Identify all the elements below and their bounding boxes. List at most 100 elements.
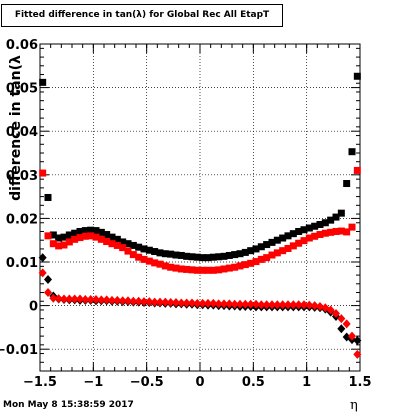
data-point-square-1: [204, 266, 212, 274]
data-point-square-0: [236, 250, 244, 258]
data-markers: [38, 72, 362, 359]
data-point-square-0: [300, 226, 308, 234]
data-point-square-1: [119, 244, 127, 252]
data-point-square-1: [39, 169, 47, 177]
data-point-diamond-2: [337, 324, 346, 334]
data-point-diamond-3: [273, 300, 282, 310]
data-point-square-1: [295, 239, 303, 247]
data-point-square-1: [124, 247, 132, 255]
y-tick-label: 0: [29, 300, 38, 315]
data-point-diamond-3: [150, 297, 159, 307]
data-point-diamond-3: [188, 298, 196, 308]
data-point-diamond-3: [129, 296, 138, 306]
data-point-square-0: [145, 246, 153, 254]
data-point-square-1: [161, 262, 169, 270]
data-point-diamond-3: [337, 314, 346, 324]
data-point-square-1: [321, 229, 329, 237]
data-point-square-0: [257, 243, 265, 251]
data-point-square-0: [273, 236, 281, 244]
data-point-square-0: [193, 253, 201, 261]
data-point-diamond-2: [353, 335, 362, 345]
data-point-square-1: [65, 238, 73, 246]
data-point-square-0: [113, 235, 121, 243]
data-point-diamond-3: [278, 300, 287, 310]
data-point-square-1: [49, 240, 57, 248]
data-point-square-0: [119, 238, 127, 246]
data-point-diamond-3: [108, 295, 116, 305]
data-point-diamond-3: [262, 300, 271, 310]
data-point-diamond-3: [172, 298, 180, 308]
data-point-diamond-3: [76, 294, 84, 304]
data-point-square-0: [92, 227, 100, 235]
data-point-square-1: [44, 232, 52, 240]
data-point-diamond-3: [209, 298, 218, 308]
data-point-square-0: [263, 241, 271, 249]
y-axis-label: difference in tan(λ: [8, 55, 24, 201]
data-point-diamond-3: [193, 298, 202, 308]
data-point-diamond-3: [97, 295, 106, 305]
data-point-diamond-3: [326, 305, 335, 315]
data-point-diamond-3: [294, 300, 303, 310]
data-point-diamond-3: [44, 288, 52, 298]
data-point-square-0: [231, 251, 239, 259]
data-point-square-0: [188, 253, 196, 261]
data-point-square-1: [257, 255, 265, 263]
data-point-square-0: [103, 231, 111, 239]
data-point-diamond-3: [92, 294, 100, 304]
data-point-diamond-3: [246, 299, 255, 309]
y-tick-label: −0.01: [0, 343, 38, 358]
data-point-square-0: [348, 148, 356, 156]
x-tick-label: −1.5: [23, 375, 57, 390]
data-point-square-1: [220, 265, 228, 273]
data-point-diamond-3: [204, 298, 212, 308]
data-point-square-1: [177, 265, 185, 273]
data-point-diamond-3: [161, 297, 170, 307]
data-point-square-1: [353, 166, 361, 174]
data-point-diamond-3: [49, 293, 58, 303]
data-point-square-0: [199, 254, 207, 262]
data-point-diamond-3: [284, 300, 292, 310]
grid: [40, 44, 360, 371]
data-point-square-1: [289, 242, 297, 250]
data-point-diamond-3: [140, 297, 148, 307]
x-tick-label: 0: [195, 375, 204, 390]
data-point-square-0: [124, 240, 132, 248]
data-point-diamond-3: [182, 298, 191, 308]
data-point-square-1: [348, 223, 356, 231]
data-point-diamond-3: [230, 299, 239, 309]
data-point-square-0: [167, 250, 175, 258]
data-point-square-0: [71, 229, 79, 237]
data-point-diamond-3: [156, 297, 164, 307]
x-tick-label: 1: [302, 375, 311, 390]
data-point-square-1: [279, 247, 287, 255]
data-point-square-1: [172, 264, 180, 272]
data-point-square-1: [103, 238, 111, 246]
data-point-square-0: [183, 252, 191, 260]
data-point-square-0: [327, 216, 335, 224]
data-point-diamond-3: [166, 298, 175, 308]
data-point-diamond-3: [70, 294, 79, 304]
data-point-square-1: [332, 227, 340, 235]
data-point-square-1: [108, 240, 116, 248]
data-point-square-1: [327, 228, 335, 236]
data-point-square-0: [215, 253, 223, 261]
data-point-diamond-3: [257, 300, 266, 310]
data-point-square-0: [268, 238, 276, 246]
data-point-square-0: [76, 227, 84, 235]
data-point-square-1: [151, 259, 159, 267]
plot-frame: [39, 43, 361, 372]
x-tick-label: −0.5: [130, 375, 164, 390]
data-point-square-0: [295, 227, 303, 235]
data-point-square-0: [305, 224, 313, 232]
data-point-square-1: [247, 259, 255, 267]
data-point-square-0: [60, 233, 68, 241]
data-point-square-1: [311, 232, 319, 240]
data-point-square-0: [321, 219, 329, 227]
data-point-square-1: [76, 234, 84, 242]
data-point-diamond-3: [241, 299, 250, 309]
data-point-square-1: [97, 235, 105, 243]
axis-ticks: [39, 43, 361, 372]
data-point-diamond-2: [44, 274, 52, 284]
data-point-square-1: [263, 254, 271, 262]
